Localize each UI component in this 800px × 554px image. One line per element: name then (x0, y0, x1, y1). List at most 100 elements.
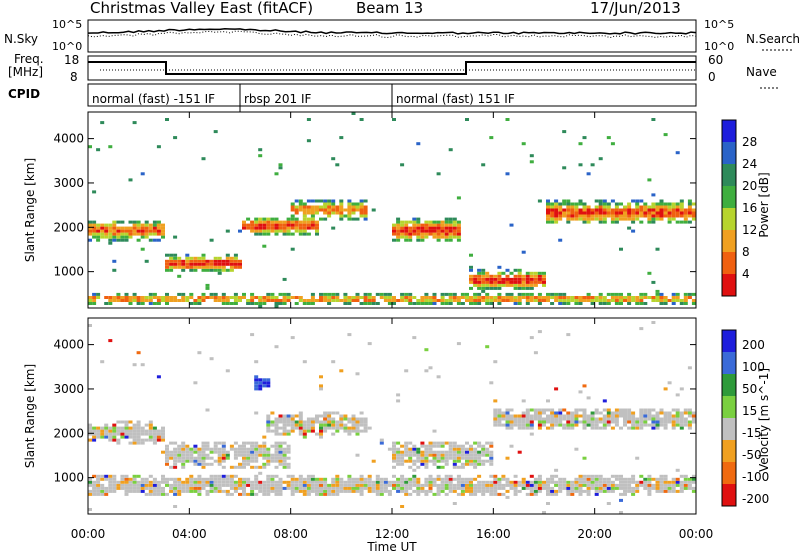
heatmap-cell (444, 477, 449, 481)
heatmap-cell (675, 292, 680, 296)
heatmap-cell (513, 283, 518, 287)
heatmap-cell (574, 486, 579, 490)
heatmap-cell (266, 429, 271, 433)
heatmap-cell (112, 435, 117, 439)
heatmap-cell (412, 489, 417, 493)
heatmap-cell (310, 205, 315, 209)
heatmap-cell (165, 453, 169, 457)
heatmap-cell (412, 229, 417, 233)
heatmap-cell (177, 486, 182, 490)
heatmap-cell (140, 226, 145, 230)
heatmap-cell (339, 214, 344, 218)
heatmap-cell (343, 426, 348, 430)
heatmap-cell (189, 265, 194, 269)
heatmap-cell (687, 296, 692, 299)
heatmap-cell (152, 220, 157, 224)
heatmap-cell (408, 483, 413, 487)
heatmap-cell (205, 296, 210, 299)
heatmap-cell (169, 465, 174, 469)
heatmap-cell (148, 302, 153, 305)
heatmap-cell (635, 208, 640, 212)
heatmap-cell (112, 486, 117, 490)
heatmap-cell (639, 411, 644, 415)
heatmap-cell (258, 148, 263, 152)
heatmap-cell (270, 296, 275, 299)
heatmap-cell (108, 232, 113, 236)
heatmap-cell (416, 453, 421, 457)
heatmap-cell (452, 456, 457, 460)
heatmap-cell (315, 432, 319, 436)
heatmap-cell (156, 438, 161, 442)
heatmap-cell (404, 232, 409, 236)
heatmap-cell (477, 444, 482, 448)
heatmap-cell (152, 229, 157, 233)
heatmap-cell (493, 483, 498, 487)
heatmap-cell (651, 208, 656, 212)
heatmap-cell (132, 121, 137, 125)
heatmap-cell (554, 296, 559, 299)
heatmap-cell (96, 483, 101, 487)
heatmap-cell (489, 483, 494, 487)
heatmap-cell (558, 423, 563, 427)
heatmap-cell (140, 429, 145, 433)
heatmap-cell (209, 480, 214, 484)
heatmap-cell (448, 229, 453, 233)
heatmap-cell (416, 299, 421, 302)
heatmap-cell (294, 423, 299, 427)
heatmap-cell (614, 214, 619, 218)
heatmap-cell (371, 299, 376, 302)
heatmap-cell (258, 220, 263, 224)
heatmap-cell (213, 459, 218, 463)
heatmap-cell (331, 420, 336, 424)
heatmap-cell (477, 441, 482, 445)
heatmap-cell (116, 238, 121, 242)
heatmap-cell (205, 268, 210, 272)
heatmap-cell (537, 277, 542, 281)
heatmap-cell (408, 229, 413, 233)
heatmap-cell (525, 283, 530, 287)
heatmap-cell (250, 447, 255, 451)
heatmap-cell (193, 462, 198, 466)
heatmap-cell (266, 378, 271, 382)
heatmap-cell (493, 408, 498, 412)
heatmap-cell (679, 483, 684, 487)
heatmap-cell (473, 447, 478, 451)
heatmap-cell (290, 492, 295, 496)
heatmap-cell (140, 172, 145, 176)
heatmap-cell (254, 220, 259, 224)
heatmap-cell (533, 411, 538, 415)
heatmap-cell (266, 414, 271, 418)
heatmap-cell (306, 139, 311, 143)
heatmap-cell (529, 271, 534, 275)
heatmap-cell (136, 426, 141, 430)
heatmap-cell (278, 489, 283, 493)
heatmap-cell (169, 299, 174, 302)
heatmap-cell (651, 420, 656, 424)
heatmap-cell (448, 486, 453, 490)
heatmap-cell (671, 426, 676, 430)
heatmap-cell (481, 486, 486, 490)
heatmap-cell (517, 426, 522, 430)
heatmap-cell (286, 223, 291, 227)
heatmap-cell (566, 414, 571, 418)
heatmap-cell (217, 259, 222, 263)
heatmap-cell (509, 271, 514, 275)
heatmap-cell (452, 483, 457, 487)
heatmap-cell (262, 226, 267, 230)
heatmap-cell (193, 447, 198, 451)
heatmap-cell (432, 459, 437, 463)
heatmap-cell (383, 299, 388, 302)
heatmap-cell (509, 292, 514, 296)
heatmap-cell (424, 462, 429, 466)
heatmap-cell (173, 465, 178, 469)
heatmap-cell (619, 214, 623, 218)
heatmap-cell (161, 226, 165, 230)
heatmap-cell (156, 435, 161, 439)
heatmap-cell (323, 483, 328, 487)
colorbar-segment (722, 252, 736, 274)
heatmap-cell (355, 208, 360, 212)
heatmap-cell (250, 299, 255, 302)
colorbar-tick-label: 24 (742, 157, 757, 171)
heatmap-cell (189, 296, 194, 299)
heatmap-cell (631, 420, 636, 424)
